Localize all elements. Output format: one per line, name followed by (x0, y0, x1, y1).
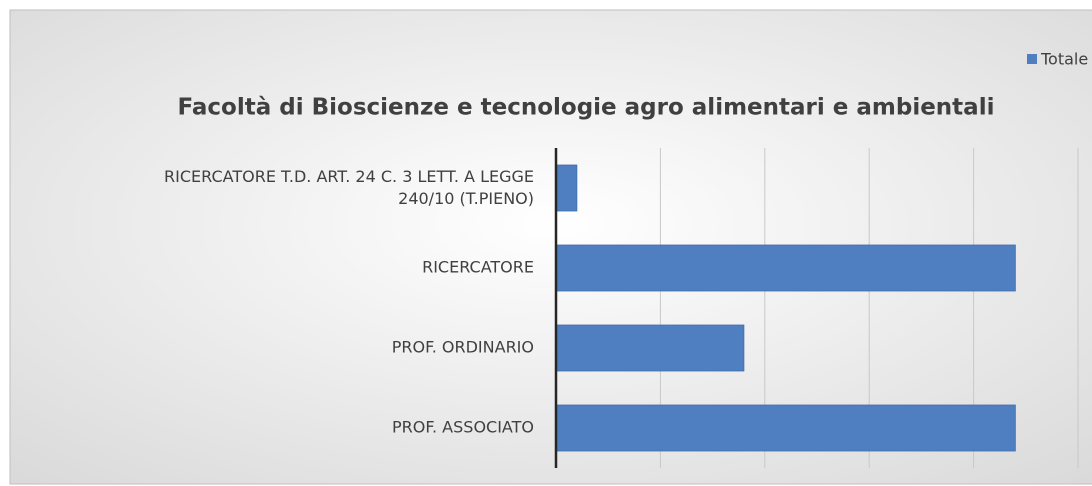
legend-swatch (1027, 54, 1037, 64)
bar (555, 404, 1016, 452)
y-tick-label: RICERCATORE T.D. ART. 24 C. 3 LETT. A LE… (164, 167, 534, 208)
bar (555, 244, 1016, 292)
chart-title: Facoltà di Bioscienze e tecnologie agro … (178, 95, 995, 121)
legend-label: Totale (1040, 50, 1088, 69)
y-tick-label: PROF. ORDINARIO (392, 338, 534, 357)
y-tick-label: PROF. ASSOCIATO (392, 418, 534, 437)
bar (555, 164, 578, 212)
y-tick-label: RICERCATORE (422, 258, 534, 277)
bar (555, 324, 745, 372)
